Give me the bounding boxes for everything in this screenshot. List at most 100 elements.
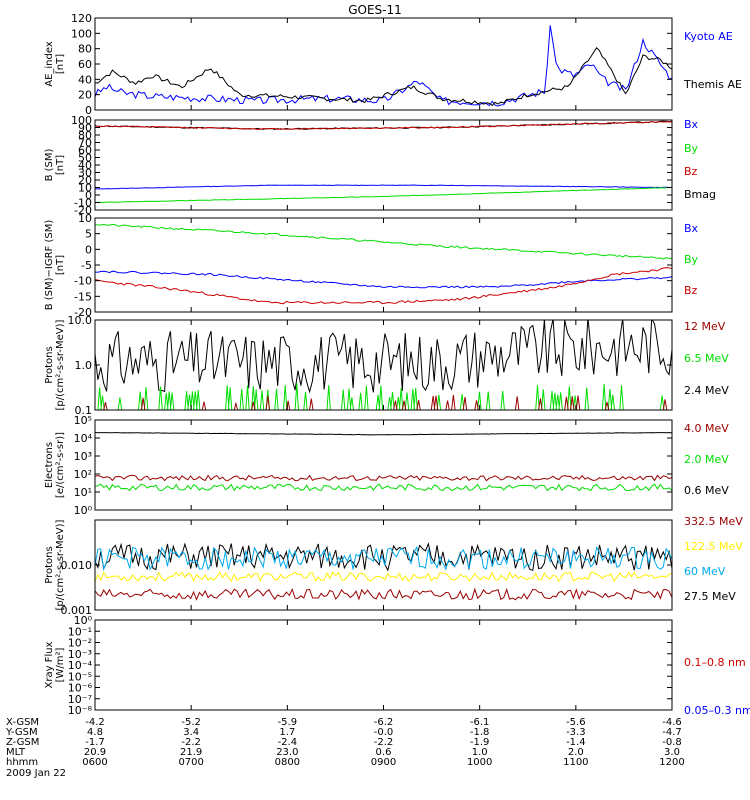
series-6-4: [95, 587, 672, 601]
y-tick-label: -10: [74, 275, 92, 288]
ephemeris-value: 0600: [82, 757, 107, 768]
y-tick-label: 10¹: [74, 486, 92, 499]
y-axis-label: [p/(cm²-s-sr-MeV)]: [55, 319, 66, 410]
legend-label: Bx: [684, 118, 699, 131]
legend-label: Bz: [684, 284, 698, 297]
ephemeris-value: -4.2: [85, 717, 105, 728]
legend-label: Themis AE: [683, 78, 742, 91]
ephemeris-value: 3.4: [183, 727, 199, 738]
series-4-2: [97, 383, 672, 410]
ephemeris-value: -6.2: [374, 717, 394, 728]
ephemeris-row-label: MLT: [6, 747, 26, 758]
ephemeris-value: 0.6: [376, 747, 392, 758]
panel-6: 0.001 0.010 Protons [p/(cm²-s-sr-MeV)] 332.5…: [44, 515, 743, 617]
ephemeris-value: -3.3: [566, 727, 586, 738]
ephemeris-value: -1.4: [566, 737, 586, 748]
y-tick-label: 50: [78, 152, 92, 165]
legend-label: 332.5 MeV: [684, 515, 743, 528]
ephemeris-value: -2.2: [181, 737, 201, 748]
y-tick-label: 10³: [74, 450, 92, 463]
y-tick-label: 10⁴: [74, 432, 93, 445]
ephemeris-value: 23.0: [276, 747, 298, 758]
ephemeris-row-label: hhmm: [6, 757, 38, 768]
y-tick-label: 20: [78, 89, 92, 102]
legend-label: Bz: [684, 165, 698, 178]
y-axis-label: Protons: [44, 346, 55, 383]
y-axis-label: [p/(cm²-s-sr-MeV)]: [55, 519, 66, 610]
panel-7: 10⁻⁸10⁻⁷10⁻⁶10⁻⁵10⁻⁴10⁻³10⁻²10⁻¹10⁰ Xray …: [44, 614, 750, 717]
y-tick-label: 10⁻⁶: [68, 682, 93, 695]
y-tick-label: 10: [78, 182, 92, 195]
ephemeris-value: -0.8: [662, 737, 682, 748]
ephemeris-row-label: Z-GSM: [6, 737, 39, 748]
legend-label: Bx: [684, 222, 699, 235]
panel-1: 0 20 40 60 80 100 120 AE_index [nT] Kyoto AE Themi…: [44, 12, 742, 117]
y-tick-label: 20: [78, 174, 92, 187]
panel-3: -20 -15 -10 -5 0 5 10 B (SM)−IGRF (SM) [nT] Bx By B…: [44, 212, 699, 319]
panel-3-series: [95, 223, 672, 305]
panel-4-series: [95, 320, 672, 410]
panel-5-series: [95, 431, 672, 492]
ephemeris-value: 1000: [467, 757, 492, 768]
ephemeris-value: 4.8: [87, 727, 103, 738]
series-1-1: [95, 25, 672, 107]
y-tick-label: 10⁰: [74, 614, 93, 627]
y-axis-label: AE_index: [44, 41, 55, 87]
y-axis-label: Xray Flux: [44, 641, 55, 688]
series-3-3: [95, 267, 672, 305]
y-tick-label: 10⁻⁸: [68, 704, 93, 717]
y-tick-label: 120: [71, 12, 92, 25]
ephemeris-value: -0.0: [374, 727, 394, 738]
y-tick-label: 10: [78, 212, 92, 225]
legend-label: Bmag: [684, 188, 716, 201]
y-tick-label: 10⁻²: [68, 637, 92, 650]
y-tick-label: 5: [85, 228, 92, 241]
ephemeris-value: 1.7: [279, 727, 295, 738]
ephemeris-value: -2.2: [374, 737, 394, 748]
y-tick-label: 100: [71, 27, 92, 40]
y-tick-label: -20: [74, 204, 92, 217]
y-tick-label: 0.010: [61, 559, 93, 572]
y-tick-label: 40: [78, 73, 92, 86]
ephemeris-value: -5.6: [566, 717, 586, 728]
legend-label: 12 MeV: [684, 320, 726, 333]
ephemeris-row-label: Y-GSM: [5, 727, 38, 738]
ephemeris-value: 0900: [371, 757, 396, 768]
panel-6-series: [95, 542, 672, 601]
legend-label: 4.0 MeV: [684, 422, 729, 435]
panel-frame: [94, 217, 673, 313]
legend-label: 2.4 MeV: [684, 384, 729, 397]
plot-date: 2009 Jan 22: [6, 768, 66, 779]
ephemeris-value: -5.2: [181, 717, 201, 728]
y-axis-label: [W/m²]: [55, 647, 66, 682]
y-axis-label: Protons: [44, 546, 55, 583]
ephemeris-value: 20.9: [84, 747, 106, 758]
panel-5: 10⁰ 10¹ 10² 10³ 10⁴ 10⁵ Electrons [e/(cm²-s-sr)…: [44, 414, 729, 517]
ephemeris-value: 0700: [178, 757, 203, 768]
ephemeris-value: 21.9: [180, 747, 202, 758]
y-tick-label: 10⁵: [74, 414, 92, 427]
legend-label: 27.5 MeV: [684, 590, 736, 603]
legend-label: 0.05–0.3 nm: [684, 704, 750, 717]
ephemeris-value: 3.0: [664, 747, 680, 758]
ephemeris-value: 1100: [563, 757, 588, 768]
legend-label: 122.5 MeV: [684, 540, 743, 553]
series-3-2: [95, 270, 672, 289]
y-tick-label: 10⁻⁴: [68, 659, 93, 672]
ephemeris-row-label: X-GSM: [6, 717, 39, 728]
ephemeris-value: -1.9: [470, 737, 490, 748]
y-tick-label: -10: [74, 197, 92, 210]
panel-frame: [94, 619, 673, 711]
y-tick-label: 40: [78, 159, 92, 172]
legend-label: By: [684, 142, 699, 155]
ephemeris-value: 0800: [275, 757, 300, 768]
y-tick-label: -20: [74, 306, 92, 319]
y-tick-label: 30: [78, 167, 92, 180]
ephemeris-value: -1.7: [85, 737, 105, 748]
y-tick-label: 70: [78, 137, 92, 150]
series-6-3: [95, 571, 672, 583]
legend-label: 6.5 MeV: [684, 352, 729, 365]
y-tick-label: -15: [74, 290, 92, 303]
y-tick-label: 0.001: [61, 604, 93, 617]
